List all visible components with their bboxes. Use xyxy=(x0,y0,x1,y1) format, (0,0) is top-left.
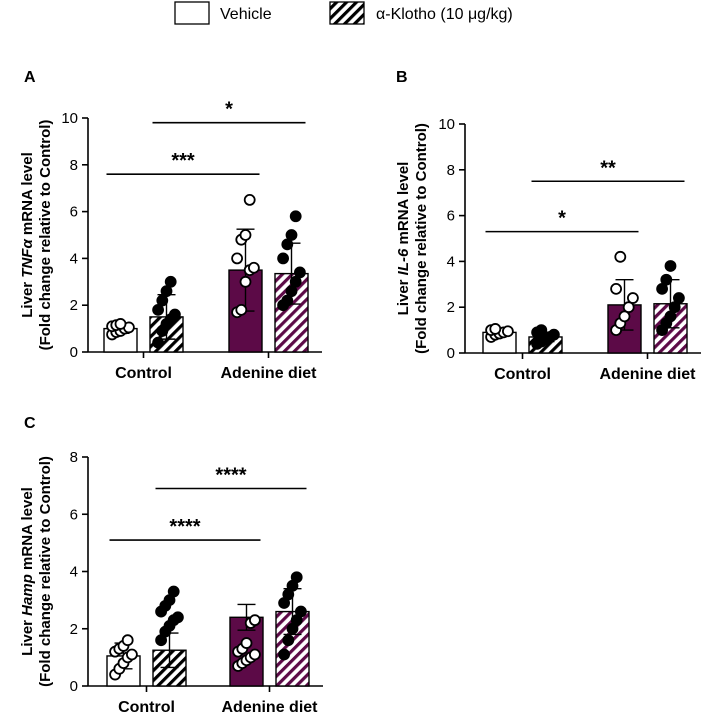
data-point xyxy=(627,292,639,304)
y-axis-label-line2: (Fold change relative to Control) xyxy=(37,120,54,351)
data-point xyxy=(281,294,294,307)
y-tick-label: 2 xyxy=(70,297,78,314)
data-point xyxy=(160,285,173,298)
y-tick-label: 0 xyxy=(447,345,455,362)
x-tick-label: Adenine diet xyxy=(220,365,317,382)
data-point xyxy=(622,301,635,314)
data-point xyxy=(660,273,673,286)
x-tick-label: Adenine diet xyxy=(599,366,696,383)
panel-label-a: A xyxy=(24,69,36,86)
panel-a-tnfa: 0 2 4 6 8 10 Control Adenine diet Liver TNFα mRN… xyxy=(19,99,322,382)
data-point xyxy=(535,324,548,337)
data-point xyxy=(247,261,260,274)
y-tick-label: 6 xyxy=(70,204,78,221)
data-point xyxy=(164,275,177,288)
data-point xyxy=(285,285,298,298)
x-tick-label: Adenine diet xyxy=(221,699,318,716)
x-tick-label: Control xyxy=(115,365,172,382)
data-point xyxy=(656,282,668,295)
data-point xyxy=(125,648,138,661)
data-point xyxy=(114,318,127,330)
data-point xyxy=(121,634,134,647)
data-point xyxy=(278,648,291,661)
data-point xyxy=(167,585,180,598)
data-point xyxy=(285,229,298,241)
data-point xyxy=(668,301,681,314)
x-tick-label: Control xyxy=(118,699,175,716)
significance-label: **** xyxy=(169,516,200,538)
data-point xyxy=(156,294,169,307)
y-tick-label: 0 xyxy=(70,344,78,361)
data-point xyxy=(610,282,622,295)
data-point xyxy=(281,238,294,251)
data-point xyxy=(294,605,307,618)
y-tick-label: 2 xyxy=(447,299,455,316)
y-axis-label: Liver TNFα mRNA level xyxy=(19,152,36,317)
data-point xyxy=(289,275,302,288)
data-point xyxy=(248,614,261,627)
data-point xyxy=(293,266,306,279)
data-point xyxy=(289,210,302,223)
data-point xyxy=(171,611,184,624)
data-point xyxy=(290,571,303,584)
panel-label-c: C xyxy=(24,415,36,432)
data-point xyxy=(235,303,248,316)
data-point xyxy=(489,323,502,335)
data-point xyxy=(664,310,677,323)
data-point xyxy=(168,308,181,321)
x-tick-label: Control xyxy=(494,366,551,383)
data-point xyxy=(277,252,290,265)
significance-label: **** xyxy=(215,464,246,486)
data-point xyxy=(673,292,685,304)
data-point xyxy=(240,637,253,649)
data-point xyxy=(248,648,261,661)
y-tick-label: 8 xyxy=(447,162,455,179)
data-point xyxy=(152,336,165,349)
legend-label-klotho: α-Klotho (10 μg/kg) xyxy=(376,6,513,23)
y-tick-label: 4 xyxy=(70,250,78,267)
significance-label: * xyxy=(558,208,566,230)
data-point xyxy=(618,310,631,323)
y-tick-label: 8 xyxy=(70,157,78,174)
y-tick-label: 10 xyxy=(61,110,78,127)
data-point xyxy=(239,229,252,241)
data-point xyxy=(282,634,295,647)
panel-b-il6: 0 2 4 6 8 10 Control Adenine diet Liver IL-6 mRN… xyxy=(395,116,701,383)
significance-label: ** xyxy=(600,157,616,179)
panel-label-b: B xyxy=(396,69,408,86)
legend-swatch-vehicle xyxy=(174,1,210,25)
legend: Vehicle α-Klotho (10 μg/kg) xyxy=(174,1,513,25)
data-point xyxy=(239,275,252,288)
significance-label: *** xyxy=(171,150,195,172)
data-point xyxy=(614,250,627,263)
y-tick-label: 6 xyxy=(447,208,455,225)
significance-label: * xyxy=(225,99,233,121)
legend-swatch-klotho xyxy=(329,1,365,25)
y-tick-label: 6 xyxy=(70,506,78,523)
y-axis-label-line2: (Fold change relative to Control) xyxy=(413,123,430,354)
y-tick-label: 4 xyxy=(70,564,78,581)
y-tick-label: 0 xyxy=(70,678,78,695)
data-point xyxy=(243,193,256,206)
y-tick-label: 4 xyxy=(447,253,455,270)
y-tick-label: 10 xyxy=(438,116,455,133)
y-axis-label: Liver Hamp mRNA level xyxy=(19,487,36,656)
y-tick-label: 8 xyxy=(70,449,78,466)
y-axis-label-line2: (Fold change relative to Control) xyxy=(37,456,54,687)
data-point xyxy=(231,252,244,265)
data-point xyxy=(501,325,514,338)
y-tick-label: 2 xyxy=(70,621,78,638)
y-axis-label: Liver IL-6 mRNA level xyxy=(395,162,412,316)
legend-label-vehicle: Vehicle xyxy=(220,6,272,23)
data-point xyxy=(548,328,560,341)
data-point xyxy=(664,260,677,272)
panel-c-hamp: 0 2 4 6 8 Control Adenine diet Liver Hamp mRNA … xyxy=(19,449,323,716)
data-point xyxy=(152,303,165,316)
